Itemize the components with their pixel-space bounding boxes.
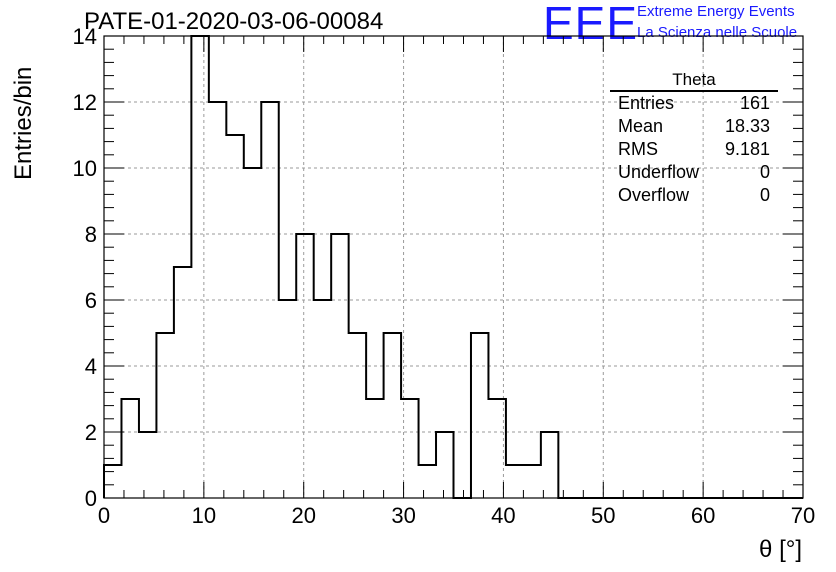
stats-key: Entries xyxy=(618,93,675,113)
y-tick-label: 8 xyxy=(85,222,97,247)
x-tick-label: 70 xyxy=(791,503,815,528)
x-tick-label: 50 xyxy=(591,503,615,528)
stats-key: RMS xyxy=(618,139,658,159)
x-tick-label: 60 xyxy=(691,503,715,528)
stats-value: 0 xyxy=(759,185,770,205)
stats-row-underflow: Underflow 0 xyxy=(618,162,770,184)
y-tick-label: 2 xyxy=(85,420,97,445)
x-tick-label: 30 xyxy=(391,503,415,528)
y-tick-label: 12 xyxy=(73,90,97,115)
stats-key: Mean xyxy=(618,116,664,136)
stats-value: 0 xyxy=(759,162,770,182)
x-tick-label: 0 xyxy=(98,503,110,528)
stats-box-title: Theta xyxy=(672,70,716,89)
stats-row-overflow: Overflow 0 xyxy=(618,185,770,207)
y-tick-label: 4 xyxy=(85,354,97,379)
stats-box-divider xyxy=(610,90,778,92)
y-tick-label: 10 xyxy=(73,156,97,181)
chart-title: PATE-01-2020-03-06-00084 xyxy=(84,8,384,35)
stats-value: 18.33 xyxy=(724,116,770,136)
x-tick-label: 40 xyxy=(491,503,515,528)
x-axis-label: θ [°] xyxy=(759,536,802,563)
stats-key: Overflow xyxy=(618,185,690,205)
plot-frame xyxy=(103,35,804,499)
eee-logo: EEE xyxy=(543,0,639,49)
x-tick-label: 20 xyxy=(291,503,315,528)
stats-row-entries: Entries 161 xyxy=(618,93,770,115)
stats-value: 9.181 xyxy=(724,139,770,159)
y-tick-label: 14 xyxy=(73,24,97,49)
y-tick-label: 6 xyxy=(85,288,97,313)
logo-line-1: Extreme Energy Events xyxy=(637,3,795,20)
stats-key: Underflow xyxy=(618,162,700,182)
logo-line-2: La Scienza nelle Scuole xyxy=(637,24,798,41)
stats-row-mean: Mean 18.33 xyxy=(618,116,770,138)
x-tick-label: 10 xyxy=(192,503,216,528)
stats-row-rms: RMS 9.181 xyxy=(618,139,770,161)
stats-value: 161 xyxy=(739,93,770,113)
y-tick-label: 0 xyxy=(85,486,97,511)
